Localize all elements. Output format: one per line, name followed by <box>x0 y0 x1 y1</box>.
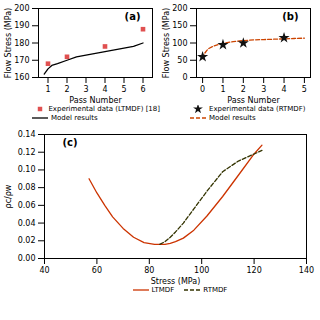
svg-text:100: 100 <box>172 39 187 48</box>
svg-text:2: 2 <box>64 85 69 94</box>
svg-text:0.12: 0.12 <box>18 148 36 157</box>
svg-text:Flow Stress (MPa): Flow Stress (MPa) <box>4 8 13 78</box>
svg-text:5: 5 <box>121 85 126 94</box>
svg-text:0.04: 0.04 <box>18 219 36 228</box>
svg-text:Pass Number: Pass Number <box>69 96 122 105</box>
svg-text:140: 140 <box>299 266 314 275</box>
svg-text:190: 190 <box>14 21 29 30</box>
html-text:Model results: Model results <box>209 114 256 122</box>
html-text:Model results: Model results <box>51 114 98 122</box>
svg-text:0.08: 0.08 <box>18 183 36 192</box>
svg-text:50: 50 <box>177 56 187 65</box>
svg-text:(c): (c) <box>63 137 78 148</box>
svg-text:0: 0 <box>200 85 205 94</box>
svg-text:6: 6 <box>140 85 145 94</box>
svg-text:0.10: 0.10 <box>18 165 36 174</box>
html-text:Experimental data (LTMDF) [18]: Experimental data (LTMDF) [18] <box>48 105 160 113</box>
svg-text:Flow Stress (MPa): Flow Stress (MPa) <box>162 8 171 78</box>
svg-text:170: 170 <box>14 56 29 65</box>
html-text:LTMDF: LTMDF <box>151 286 175 294</box>
svg-text:0: 0 <box>182 73 187 82</box>
svg-text:2: 2 <box>241 85 246 94</box>
svg-text:3: 3 <box>83 85 88 94</box>
svg-text:Pass Number: Pass Number <box>227 96 280 105</box>
svg-text:(b): (b) <box>282 11 298 22</box>
svg-text:200: 200 <box>172 4 187 13</box>
svg-text:0.06: 0.06 <box>18 201 36 210</box>
svg-text:100: 100 <box>194 266 209 275</box>
svg-text:0.00: 0.00 <box>18 254 36 263</box>
svg-text:0.02: 0.02 <box>18 236 36 245</box>
svg-text:150: 150 <box>172 21 187 30</box>
html-text:Experimental data (RTMDF): Experimental data (RTMDF) <box>209 105 306 113</box>
svg-text:1: 1 <box>45 85 50 94</box>
svg-text:ρc/ρw: ρc/ρw <box>4 184 13 208</box>
svg-text:Stress (MPa): Stress (MPa) <box>151 277 201 286</box>
svg-text:1: 1 <box>220 85 225 94</box>
html-text:RTMDF: RTMDF <box>203 286 228 294</box>
svg-text:180: 180 <box>14 39 29 48</box>
svg-text:4: 4 <box>281 85 286 94</box>
svg-text:160: 160 <box>14 73 29 82</box>
svg-text:120: 120 <box>246 266 261 275</box>
svg-text:40: 40 <box>39 266 49 275</box>
svg-text:3: 3 <box>261 85 266 94</box>
svg-text:5: 5 <box>302 85 307 94</box>
svg-text:60: 60 <box>92 266 102 275</box>
svg-text:4: 4 <box>102 85 107 94</box>
svg-text:80: 80 <box>144 266 154 275</box>
svg-text:200: 200 <box>14 4 29 13</box>
svg-text:0.14: 0.14 <box>18 130 36 139</box>
svg-text:(a): (a) <box>125 11 141 22</box>
